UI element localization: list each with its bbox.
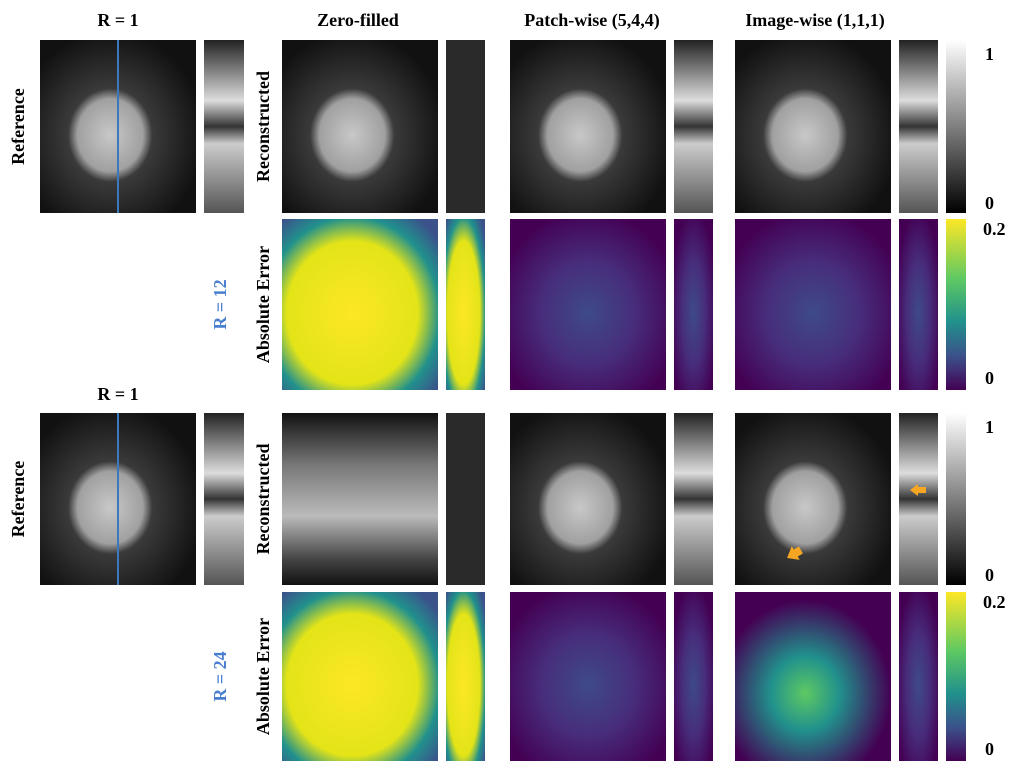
row-label: Reconstructed (253, 71, 273, 182)
image-panel (282, 413, 438, 585)
colorbar-label: 1 (985, 417, 994, 437)
image-panel (204, 40, 244, 213)
colorbar-label: 0.2 (983, 592, 1006, 612)
image-panel (204, 413, 244, 585)
image-panel (735, 219, 891, 390)
image-panel (510, 592, 666, 761)
image-panel (674, 413, 713, 585)
colorbar-label: 0.2 (983, 219, 1006, 239)
rate-label: R = 12 (210, 279, 230, 329)
colorbar-label: 0 (985, 739, 994, 759)
colorbar (946, 413, 966, 585)
column-title: Zero-filled (317, 10, 399, 30)
image-panel (674, 219, 713, 390)
figure: R = 1 Zero-filled Patch-wise (5,4,4) Ima… (0, 0, 1013, 761)
colorbar-label: 0 (985, 368, 994, 388)
image-panel (899, 592, 938, 761)
column-title: R = 1 (97, 10, 138, 30)
image-panel (674, 40, 713, 213)
image-panel (510, 40, 666, 213)
column-title: R = 1 (97, 384, 138, 404)
colorbar-label: 0 (985, 193, 994, 213)
image-panel (446, 219, 485, 390)
image-panel (282, 592, 438, 761)
image-panel (899, 40, 938, 213)
row-label: Reference (8, 88, 28, 165)
image-panel (446, 40, 485, 213)
image-panel (510, 219, 666, 390)
colorbar (946, 219, 966, 390)
image-panel (735, 592, 891, 761)
colorbar (946, 40, 966, 213)
row-label: Absolute Error (253, 618, 273, 735)
row-label: Absolute Error (253, 246, 273, 363)
image-panel (282, 40, 438, 213)
row-label: Reconstructed (253, 444, 273, 555)
image-panel (446, 413, 485, 585)
image-panel (899, 219, 938, 390)
image-panel (510, 413, 666, 585)
image-panel (735, 413, 891, 585)
image-panel (674, 592, 713, 761)
page: {"header": {"columns": ["R = 1", "Zero-f… (0, 0, 1013, 761)
colorbar (946, 592, 966, 761)
image-panel (446, 592, 485, 761)
column-title: Patch-wise (5,4,4) (524, 10, 659, 31)
image-panel (735, 40, 891, 213)
column-title: Image-wise (1,1,1) (745, 10, 884, 31)
row-label: Reference (8, 461, 28, 538)
image-panel (282, 219, 438, 390)
image-panel (899, 413, 938, 585)
rate-label: R = 24 (210, 651, 230, 701)
colorbar-label: 1 (985, 44, 994, 64)
colorbar-label: 0 (985, 565, 994, 585)
